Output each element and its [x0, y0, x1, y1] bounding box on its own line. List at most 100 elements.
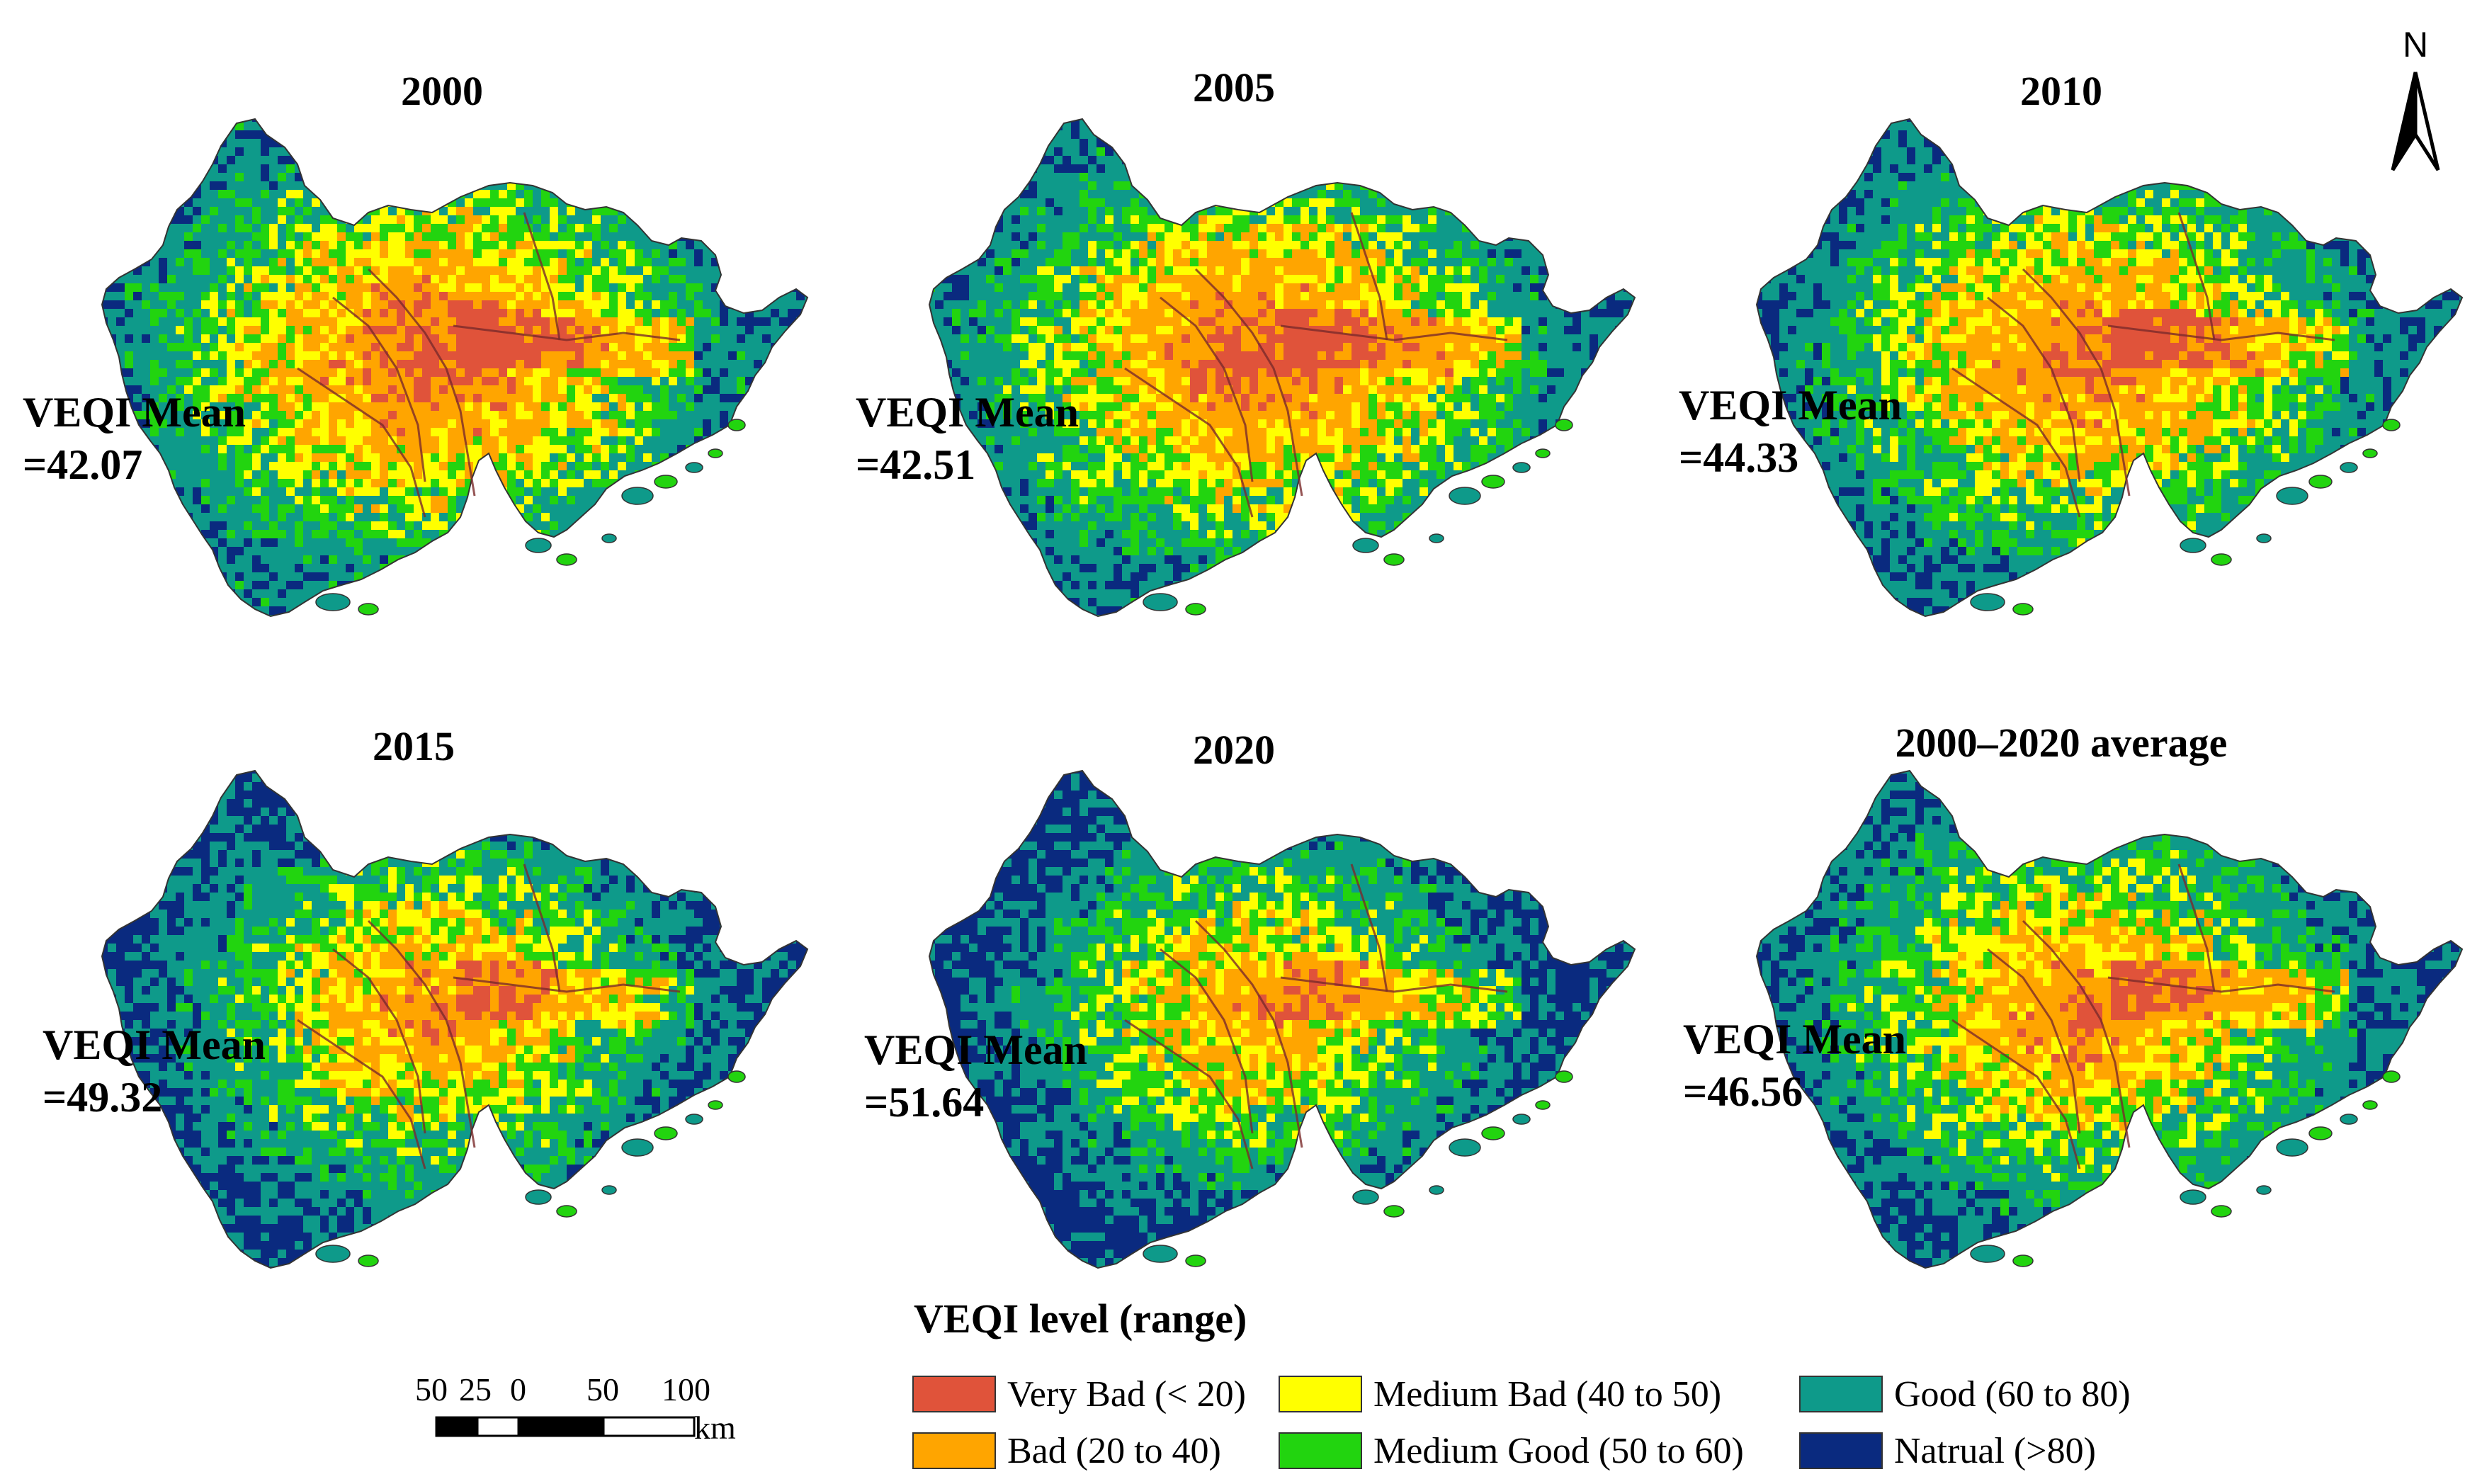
- city-boundary: [2022, 919, 2131, 1148]
- island: [1970, 593, 2005, 611]
- veqi-mean-label: VEQI Mean =44.33: [1679, 379, 1902, 484]
- island: [654, 475, 678, 489]
- island: [1352, 538, 1379, 553]
- city-boundary: [2107, 976, 2335, 993]
- island: [525, 538, 552, 553]
- veqi-mean-text: VEQI Mean: [1683, 1013, 1906, 1065]
- city-boundary: [2177, 863, 2216, 992]
- city-boundary: [453, 324, 681, 341]
- veqi-mean-value: =42.51: [856, 438, 1079, 491]
- city-boundary: [1194, 268, 1303, 497]
- city-boundary: [453, 976, 681, 993]
- scale-label: 100: [662, 1371, 710, 1408]
- island: [2382, 419, 2401, 431]
- city-boundary: [297, 1019, 426, 1169]
- map-2010: [1755, 118, 2464, 618]
- legend-swatch: [1279, 1432, 1362, 1469]
- legend-swatch: [912, 1376, 996, 1412]
- veqi-raster: [102, 119, 808, 616]
- legend-swatch: [1279, 1376, 1362, 1412]
- island: [358, 1254, 379, 1267]
- island: [2340, 1114, 2358, 1125]
- city-boundary: [332, 296, 426, 482]
- region-boundary: [1755, 118, 2464, 618]
- veqi-mean-text: VEQI Mean: [864, 1024, 1087, 1076]
- panel-title: 2015: [0, 723, 827, 770]
- island: [1429, 533, 1444, 543]
- legend-item-medium-bad: Medium Bad (40 to 50): [1279, 1373, 1721, 1415]
- legend-item-bad: Bad (20 to 40): [912, 1429, 1221, 1472]
- legend-label: Good (60 to 80): [1894, 1373, 2131, 1415]
- island: [708, 1100, 723, 1110]
- legend-label: Medium Good (50 to 60): [1373, 1430, 1744, 1472]
- city-boundary: [1987, 296, 2081, 482]
- legend-swatch: [1799, 1432, 1883, 1469]
- veqi-mean-text: VEQI Mean: [42, 1019, 266, 1071]
- city-boundary: [2107, 324, 2335, 341]
- north-label: N: [2403, 25, 2428, 64]
- region-boundary: [928, 769, 1636, 1269]
- city-boundary: [1951, 367, 2081, 518]
- panel-title: 2000–2020 average: [1648, 719, 2475, 766]
- legend-swatch: [912, 1432, 996, 1469]
- veqi-mean-text: VEQI Mean: [856, 386, 1079, 438]
- scale-label: 0: [510, 1371, 526, 1408]
- veqi-mean-label: VEQI Mean =42.07: [23, 386, 246, 491]
- city-boundary: [1280, 324, 1508, 341]
- island: [1143, 593, 1178, 611]
- scale-bar-graphic: [435, 1416, 696, 1437]
- veqi-raster: [1757, 119, 2462, 616]
- city-boundary: [367, 919, 476, 1148]
- legend-item-medium-good: Medium Good (50 to 60): [1279, 1429, 1744, 1472]
- region-boundary: [101, 118, 809, 618]
- panel-title: 2000: [28, 67, 856, 115]
- veqi-mean-value: =44.33: [1679, 431, 1902, 484]
- island: [1352, 1189, 1379, 1205]
- city-boundary: [2022, 268, 2131, 497]
- island: [654, 1126, 678, 1140]
- veqi-raster: [929, 119, 1635, 616]
- island: [621, 487, 654, 505]
- legend-label: Bad (20 to 40): [1007, 1430, 1221, 1472]
- island: [2180, 1189, 2206, 1205]
- island: [2362, 1100, 2378, 1110]
- legend-label: Medium Bad (40 to 50): [1373, 1373, 1721, 1415]
- island: [2211, 553, 2232, 566]
- island: [601, 1185, 617, 1195]
- island: [2012, 603, 2034, 616]
- island: [1185, 603, 1206, 616]
- north-arrow-icon: N: [2391, 25, 2440, 171]
- island: [1512, 1114, 1531, 1125]
- island: [685, 1114, 703, 1125]
- island: [358, 603, 379, 616]
- legend-swatch: [1799, 1376, 1883, 1412]
- panel-title: 2020: [820, 726, 1648, 774]
- island: [2362, 448, 2378, 458]
- island: [2308, 1126, 2333, 1140]
- veqi-mean-text: VEQI Mean: [23, 386, 246, 438]
- island: [1143, 1245, 1178, 1263]
- island: [1555, 1070, 1573, 1083]
- island: [1555, 419, 1573, 431]
- island: [727, 1070, 746, 1083]
- scale-label: 50: [415, 1371, 448, 1408]
- city-boundary: [523, 863, 561, 992]
- island: [2180, 538, 2206, 553]
- region-boundary: [101, 769, 809, 1269]
- island: [2012, 1254, 2034, 1267]
- island: [1449, 1138, 1481, 1157]
- island: [727, 419, 746, 431]
- island: [1535, 448, 1551, 458]
- city-boundary: [1987, 948, 2081, 1134]
- panel-title: 2010: [1648, 67, 2475, 115]
- veqi-raster: [929, 771, 1635, 1268]
- veqi-mean-text: VEQI Mean: [1679, 379, 1902, 431]
- island: [315, 593, 351, 611]
- island: [1383, 1205, 1405, 1218]
- veqi-mean-label: VEQI Mean =49.32: [42, 1019, 266, 1123]
- island: [1512, 462, 1531, 473]
- map-panel-2000: 2000 VEQI Mean =42.07: [0, 0, 827, 708]
- scale-label: 25: [459, 1371, 492, 1408]
- city-boundary: [297, 367, 426, 518]
- map-panel-2020: 2020 VEQI Mean =51.64: [827, 652, 1655, 1360]
